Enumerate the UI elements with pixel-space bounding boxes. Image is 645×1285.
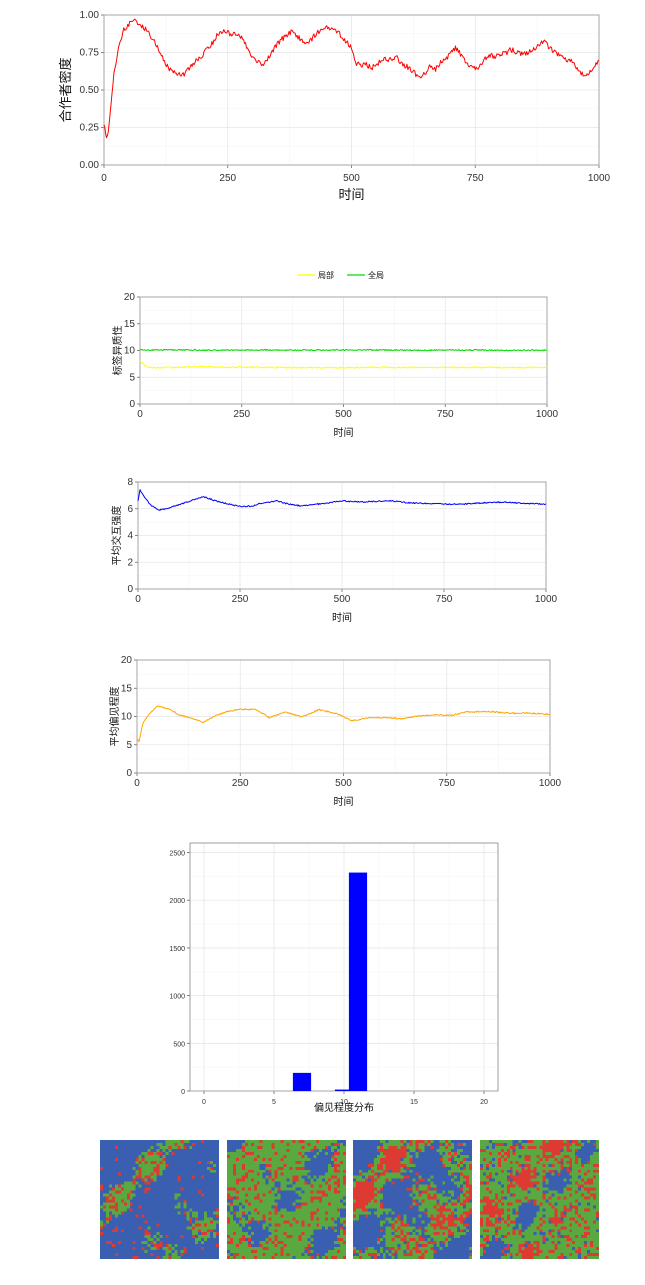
legend-label-0: 局部 [318,270,334,280]
y-tick-label: 5 [126,740,132,751]
x-axis-title: 时间 [334,426,354,439]
x-tick-label: 0 [135,594,141,605]
y-tick-label: 5 [129,372,135,383]
y-tick-label: 10 [121,712,133,723]
spatial-map-4 [480,1140,599,1259]
legend-label-1: 全局 [368,270,384,280]
x-axis-title: 时间 [338,187,364,202]
y-tick-label: 2500 [169,851,185,858]
series-line-0 [139,360,548,369]
x-tick-label: 250 [233,409,250,420]
x-tick-label: 1000 [536,409,559,420]
x-tick-label: 0 [134,778,140,789]
x-tick-label: 0 [202,1099,206,1106]
spatial-maps [0,1140,645,1260]
series-line-0 [136,705,551,743]
spatial-map-3-canvas [353,1140,472,1259]
y-tick-label: 15 [121,683,133,694]
y-tick-label: 0 [181,1089,185,1096]
y-axis-title: 平均偏见程度 [108,687,121,747]
series-line-1 [139,348,548,352]
prejudice-level-chart: 0 250 500 750 1000 0 5 10 15 20 时间 平均偏见程度 [0,650,645,815]
spatial-map-4-canvas [480,1140,599,1259]
y-tick-label: 15 [124,319,136,330]
y-tick-label: 500 [173,1041,185,1048]
y-tick-label: 1500 [169,946,185,953]
y-tick-label: 0.00 [80,160,100,171]
x-tick-label: 250 [232,778,249,789]
y-tick-label: 0 [127,584,133,595]
spatial-map-2-canvas [227,1140,346,1259]
x-tick-label: 750 [467,173,484,184]
y-tick-label: 20 [121,655,133,666]
y-tick-label: 6 [127,504,133,515]
y-tick-label: 1000 [169,994,185,1001]
y-axis-title: 合作者密度 [58,57,73,122]
y-tick-label: 10 [124,346,136,357]
legend: 局部 全局 [297,270,384,280]
plot-border [137,481,547,590]
y-tick-label: 0.25 [80,123,100,134]
y-tick-label: 2 [127,557,133,568]
interaction-intensity-svg: 0 250 500 750 1000 0 2 4 6 8 时间 平均交互强度 [110,477,558,624]
y-tick-label: 4 [127,531,133,542]
cooperator-density-svg: 0 250 500 750 1000 0.00 0.25 0.50 0.75 1.00 时间 合作者密… [58,10,611,202]
x-tick-label: 0 [137,409,143,420]
bar-7 [292,1072,312,1091]
x-tick-label: 750 [437,409,454,420]
plot-border [103,14,600,166]
y-tick-label: 8 [127,477,133,488]
x-tick-label: 20 [480,1099,488,1106]
x-tick-label: 500 [334,594,351,605]
x-tick-label: 1000 [535,594,558,605]
x-tick-label: 250 [219,173,236,184]
y-tick-label: 0.50 [80,85,100,96]
plot-border [136,659,551,774]
prejudice-distribution-svg: 0 5 10 15 20 0 500 1000 1500 2000 2500 偏见程度分布 [169,842,499,1114]
spatial-map-1-canvas [100,1140,219,1259]
x-tick-label: 250 [232,594,249,605]
interaction-intensity-chart: 0 250 500 750 1000 0 2 4 6 8 时间 平均交互强度 [0,470,645,630]
x-axis-title: 偏见程度分布 [314,1101,374,1114]
x-tick-label: 750 [438,778,455,789]
x-tick-label: 750 [436,594,453,605]
x-tick-label: 500 [335,778,352,789]
y-tick-label: 0.75 [80,48,100,59]
y-tick-label: 0 [129,399,135,410]
x-tick-label: 1000 [588,173,611,184]
tag-heterogeneity-svg: 0 250 500 750 1000 0 5 10 15 20 时间 标签异质性 局部 全局 [111,270,559,439]
x-tick-label: 5 [272,1099,276,1106]
bar-10 [334,1089,354,1091]
x-tick-label: 500 [343,173,360,184]
spatial-map-3 [353,1140,472,1259]
bar-11 [348,872,368,1091]
x-tick-label: 15 [410,1099,418,1106]
y-tick-label: 2000 [169,898,185,905]
prejudice-level-svg: 0 250 500 750 1000 0 5 10 15 20 时间 平均偏见程度 [108,655,562,808]
x-axis-title: 时间 [332,611,352,624]
tag-heterogeneity-chart: 0 250 500 750 1000 0 5 10 15 20 时间 标签异质性 局部 全局 [0,258,645,443]
x-tick-label: 0 [101,173,107,184]
y-tick-label: 0 [126,768,132,779]
spatial-map-2 [227,1140,346,1259]
y-tick-label: 1.00 [80,10,100,21]
y-tick-label: 20 [124,292,136,303]
spatial-map-1 [100,1140,219,1259]
y-axis-title: 平均交互强度 [110,506,123,566]
x-axis-title: 时间 [334,795,354,808]
series-line-0 [137,489,547,511]
x-tick-label: 1000 [539,778,562,789]
prejudice-distribution-chart: 0 5 10 15 20 0 500 1000 1500 2000 2500 偏见程度分布 [0,835,645,1120]
x-tick-label: 10 [340,1099,348,1106]
cooperator-density-chart: 0 250 500 750 1000 0.00 0.25 0.50 0.75 1.00 时间 合作者密… [0,0,645,215]
x-tick-label: 500 [335,409,352,420]
y-axis-title: 标签异质性 [111,326,124,376]
series-line-0 [103,18,600,139]
